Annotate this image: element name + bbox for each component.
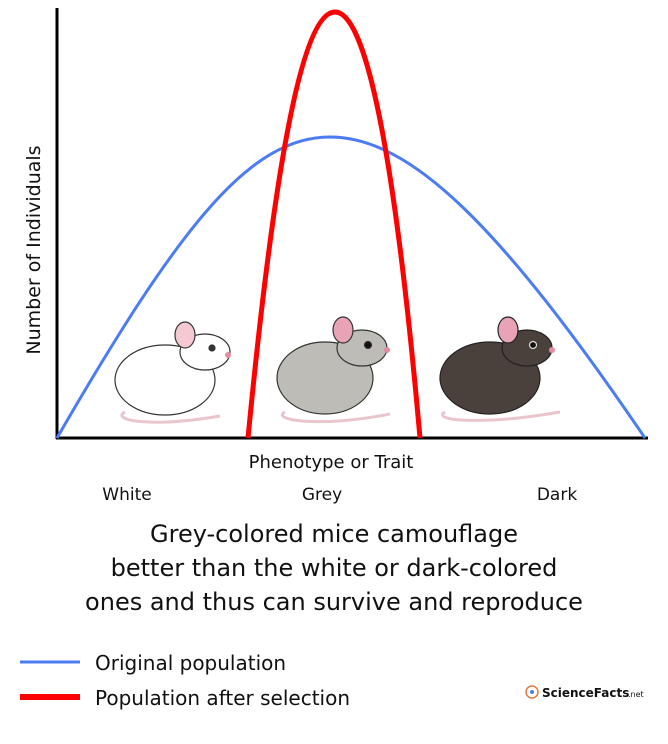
category-label: Dark bbox=[537, 485, 577, 505]
caption-line: ones and thus can survive and reproduce bbox=[85, 588, 583, 616]
logo: ScienceFacts .net bbox=[525, 685, 644, 700]
selection-curve bbox=[245, 9, 423, 439]
y-axis-label: Number of Individuals bbox=[23, 145, 45, 354]
x-axis-label: Phenotype or Trait bbox=[249, 452, 414, 473]
grey-mouse bbox=[276, 316, 391, 424]
logo-suffix: .net bbox=[628, 690, 644, 699]
category-label: Grey bbox=[302, 485, 342, 505]
legend-label: Original population bbox=[95, 651, 286, 675]
dark-mouse bbox=[439, 316, 561, 422]
logo-name: ScienceFacts bbox=[542, 686, 629, 700]
caption-line: Grey-colored mice camouflage bbox=[150, 520, 518, 548]
legend-label: Population after selection bbox=[95, 686, 350, 710]
category-label: White bbox=[102, 485, 151, 505]
original-curve bbox=[55, 135, 647, 439]
white-mouse bbox=[114, 321, 231, 424]
caption-line: better than the white or dark-colored bbox=[111, 554, 558, 582]
